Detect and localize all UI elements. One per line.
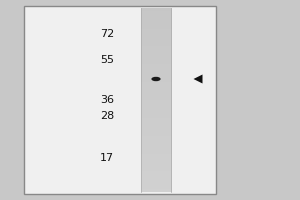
Text: 28: 28	[100, 111, 114, 121]
Text: 36: 36	[100, 95, 114, 105]
Text: 72: 72	[100, 29, 114, 39]
Bar	[24, 6, 216, 194]
Ellipse shape	[152, 77, 160, 81]
Text: 55: 55	[100, 55, 114, 65]
Polygon shape	[194, 74, 202, 84]
Text: 17: 17	[100, 153, 114, 163]
